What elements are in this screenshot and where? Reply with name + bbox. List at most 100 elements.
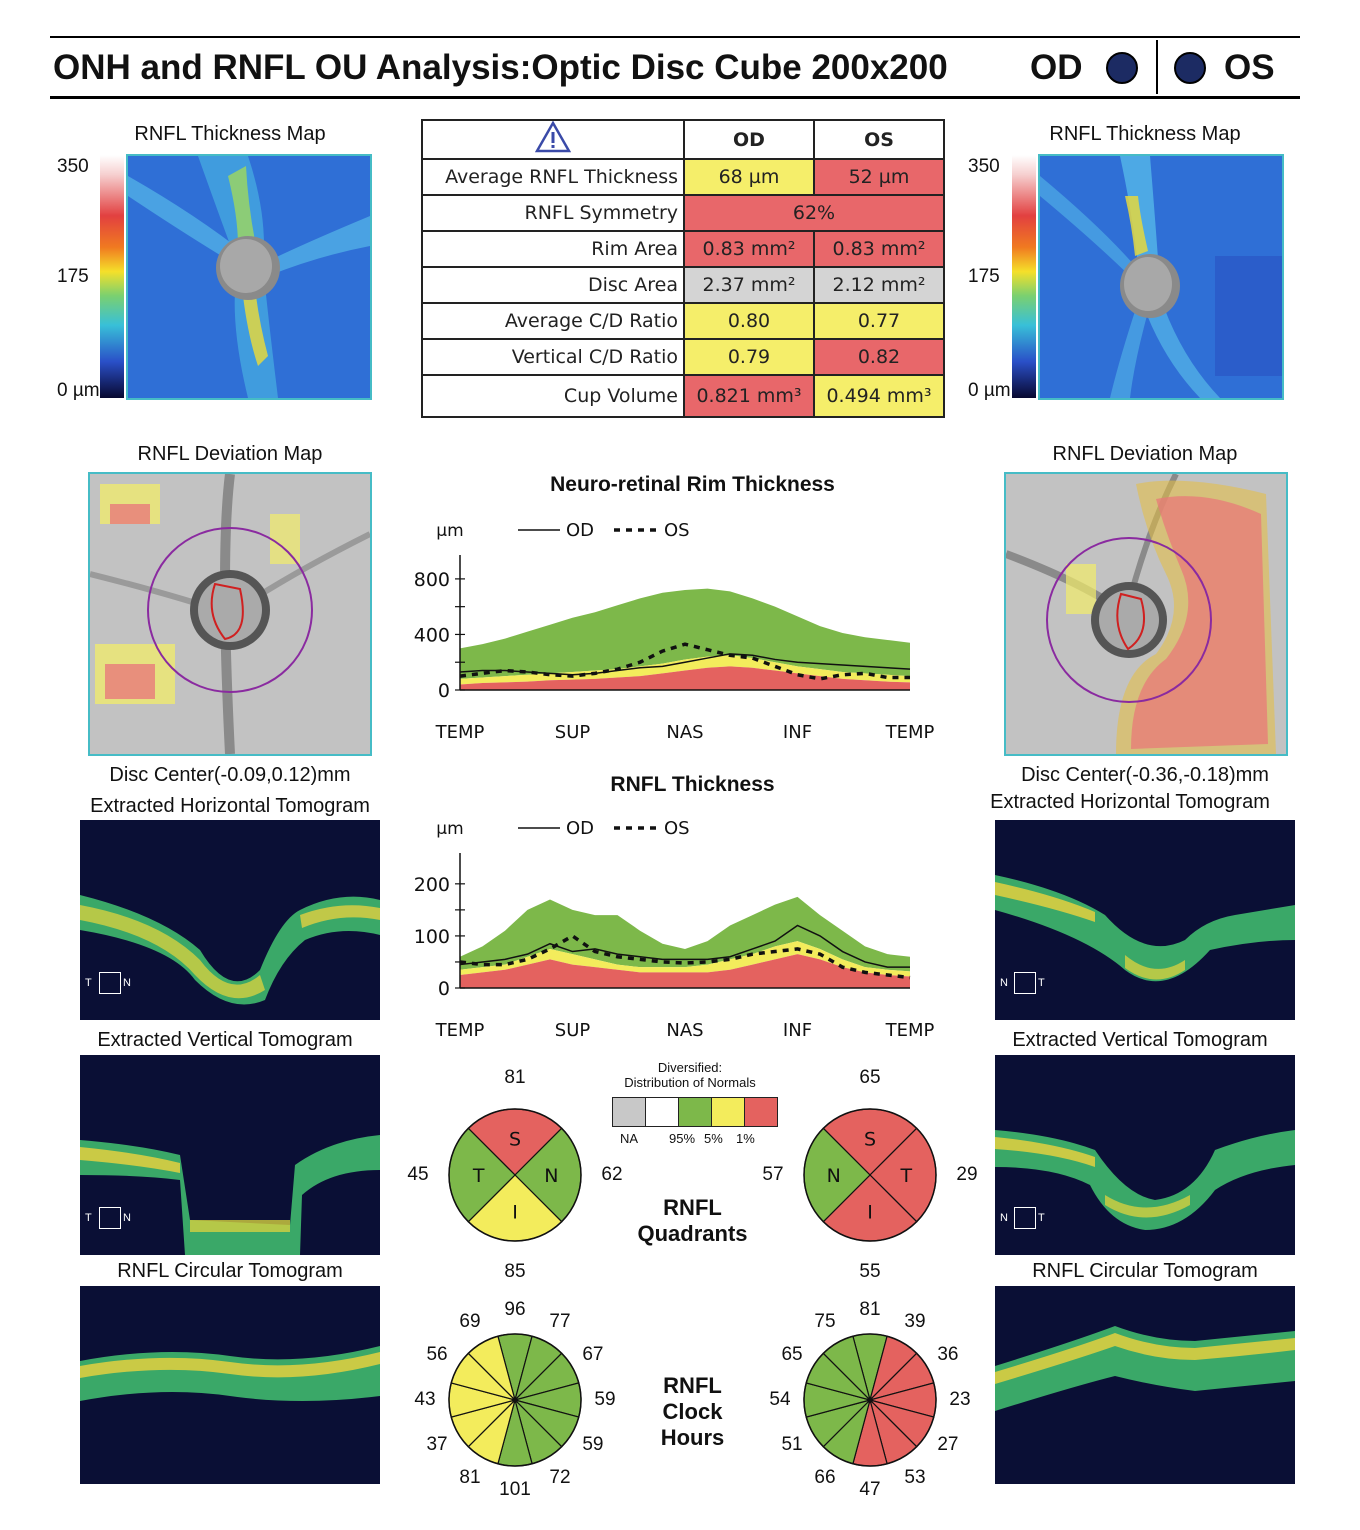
segment-label: S	[509, 1129, 521, 1151]
rnfl-clock-hours-label: RNFL Clock Hours	[605, 1373, 780, 1451]
segment-label: S	[864, 1129, 876, 1151]
segment-value: 62	[601, 1164, 623, 1185]
od-vertical-tomogram-title: Extracted Vertical Tomogram	[97, 1029, 353, 1051]
od-rnfl-thickness-map	[126, 154, 372, 400]
table-row: Disc Area 2.37 mm² 2.12 mm²	[421, 266, 945, 304]
x-tick-label: SUP	[555, 1020, 591, 1041]
od-value: 0.80	[683, 302, 815, 340]
segment-value: 36	[937, 1344, 959, 1365]
pie-center-dot	[867, 1397, 873, 1403]
od-rnfl-deviation-map	[88, 472, 372, 756]
os-disc-center: Disc Center(-0.36,-0.18)mm	[1021, 764, 1269, 786]
outside-normal-band	[460, 666, 910, 690]
od-v-marker-right: N	[123, 1212, 131, 1224]
segment-value: 23	[949, 1389, 971, 1410]
od-h-marker-left: T	[85, 977, 92, 989]
segment-value: 57	[762, 1164, 784, 1185]
legend-label-na: NA	[620, 1131, 639, 1146]
col-header-od: OD	[683, 119, 815, 160]
legend-os-label: OS	[664, 818, 690, 839]
normative-color-scale	[612, 1097, 778, 1127]
row-label: Average C/D Ratio	[421, 302, 685, 340]
normative-legend: Diversified: Distribution of Normals	[605, 1060, 775, 1090]
os-value: 0.82	[813, 338, 945, 376]
os-horizontal-tomogram-title: Extracted Horizontal Tomogram	[990, 791, 1270, 813]
x-tick-label: TEMP	[885, 1020, 935, 1041]
od-thickness-map-title: RNFL Thickness Map	[134, 123, 326, 145]
legend-labels: NA 95% 5% 1%	[612, 1131, 782, 1147]
od-scale-top: 350	[57, 156, 89, 177]
os-h-marker-right: T	[1038, 977, 1045, 989]
series-os-line	[459, 933, 911, 980]
series-os-line	[459, 642, 910, 681]
os-label: OS	[1224, 48, 1275, 87]
segment-value: 69	[459, 1311, 481, 1333]
os-vertical-orientation-icon: N T	[1000, 1207, 1045, 1231]
segment-label: I	[867, 1201, 873, 1223]
os-v-marker-left: N	[1000, 1212, 1008, 1224]
y-tick-label: 0	[438, 680, 450, 702]
os-quadrant-values: 65 29 55 57	[762, 1067, 977, 1282]
x-tick-label: INF	[783, 1020, 812, 1041]
segment-value: 47	[859, 1479, 881, 1500]
os-quadrants-chart: S T I N	[803, 1108, 937, 1242]
rim-chart-title: Neuro-retinal Rim Thickness	[550, 473, 835, 496]
report-header: ONH and RNFL OU Analysis:Optic Disc Cube…	[50, 36, 1300, 99]
segment-value: 65	[859, 1067, 881, 1088]
legend-od-label: OD	[566, 818, 594, 839]
normal-band	[460, 896, 910, 972]
od-v-marker-left: T	[85, 1212, 92, 1224]
os-thickness-scale-bar	[1012, 155, 1036, 398]
legend-swatch-green	[679, 1098, 712, 1126]
x-tick-label: TEMP	[885, 722, 935, 743]
pie-outline	[448, 1108, 582, 1242]
segment-value: 81	[504, 1067, 526, 1088]
legend-swatch-white	[646, 1098, 679, 1126]
rnfl-chart-title: RNFL Thickness	[610, 773, 775, 796]
x-tick-label: TEMP	[435, 722, 485, 743]
od-value: 68 µm	[683, 158, 815, 196]
row-label: Rim Area	[421, 230, 685, 268]
col-header-os: OS	[813, 119, 945, 160]
legend-title-2: Distribution of Normals	[624, 1075, 756, 1090]
os-clock-hours-chart	[803, 1333, 937, 1467]
segment-label: N	[827, 1165, 841, 1187]
row-label: Average RNFL Thickness	[421, 158, 685, 196]
os-thickness-map-title: RNFL Thickness Map	[1049, 123, 1241, 145]
warning-triangle-icon	[534, 120, 572, 153]
od-vertical-orientation-icon: T N	[85, 1207, 131, 1231]
od-circular-tomogram	[80, 1286, 380, 1484]
od-clock-values: 96 77 67 59 59 72 101 81 37 43 56 69	[414, 1299, 615, 1500]
table-row: Average C/D Ratio 0.80 0.77	[421, 302, 945, 340]
od-h-marker-right: N	[123, 977, 131, 989]
os-deviation-map-title: RNFL Deviation Map	[1052, 443, 1238, 465]
segment-value: 77	[549, 1311, 571, 1333]
segment-value: 51	[781, 1434, 803, 1455]
segment-value: 67	[582, 1344, 604, 1365]
segment-label: T	[472, 1165, 485, 1187]
y-tick-label: 0	[438, 978, 450, 1000]
segment-value: 53	[904, 1466, 926, 1488]
table-row: RNFL Symmetry 62%	[421, 194, 945, 232]
legend-os-label: OS	[664, 520, 690, 541]
legend-label-5: 5%	[704, 1131, 723, 1146]
segment-label: I	[512, 1201, 518, 1223]
od-value: 2.37 mm²	[683, 266, 815, 304]
od-eye-dot-icon	[1106, 52, 1138, 84]
row-label: Cup Volume	[421, 374, 685, 418]
rnfl-thickness-chart: 0 100 200 µm TEMP SUP NAS INF TEMP OD OS	[414, 818, 935, 1041]
segment-value: 27	[937, 1434, 959, 1455]
row-label: Disc Area	[421, 266, 685, 304]
row-label: Vertical C/D Ratio	[421, 338, 685, 376]
od-quadrants-chart: S N I T	[448, 1108, 582, 1242]
os-circular-tomogram	[995, 1286, 1295, 1484]
segment-value: 81	[459, 1466, 481, 1488]
segment-label: N	[544, 1165, 558, 1187]
legend-label-1: 1%	[736, 1131, 755, 1146]
table-row: Vertical C/D Ratio 0.79 0.82	[421, 338, 945, 376]
od-scale-mid: 175	[57, 266, 89, 287]
series-od-line	[459, 924, 910, 968]
od-horizontal-orientation-icon: T N	[85, 972, 131, 996]
segment-value: 75	[814, 1311, 836, 1333]
os-value: 0.83 mm²	[813, 230, 945, 268]
